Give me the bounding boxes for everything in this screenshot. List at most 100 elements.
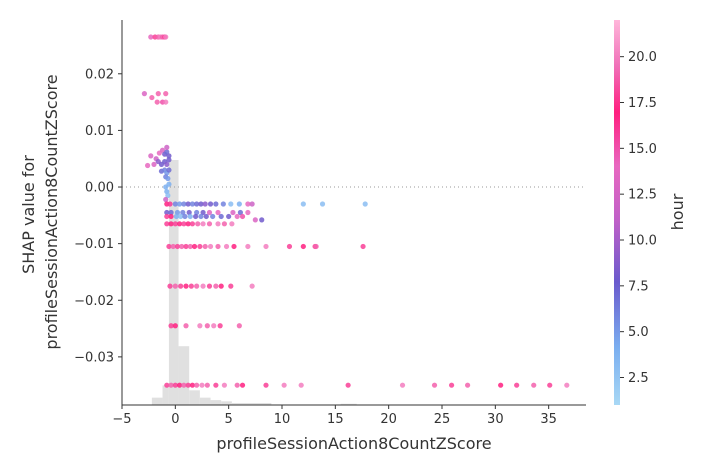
scatter-point — [193, 213, 199, 220]
scatter-point — [200, 283, 206, 289]
scatter-point — [198, 213, 204, 220]
scatter-point — [148, 34, 154, 40]
scatter-point — [183, 243, 189, 250]
scatter-point — [168, 213, 174, 220]
scatter-point — [239, 213, 246, 220]
scatter-point — [263, 382, 269, 388]
scatter-point — [223, 243, 230, 250]
scatter-point — [166, 167, 172, 173]
scatter-point — [249, 283, 255, 289]
scatter-point — [170, 243, 176, 250]
scatter-point — [263, 243, 269, 250]
scatter-point — [189, 201, 195, 207]
scatter-point — [194, 382, 200, 388]
scatter-point — [172, 283, 178, 289]
scatter-point — [177, 201, 183, 207]
scatter-point — [498, 382, 504, 388]
scatter-point — [206, 221, 213, 227]
scatter-point — [179, 243, 185, 250]
scatter-point — [180, 209, 186, 216]
scatter-point — [236, 323, 242, 329]
scatter-point — [187, 213, 193, 220]
colorbar-tick-label: 12.5 — [628, 188, 657, 203]
histogram-bar — [340, 403, 357, 405]
scatter-point — [202, 243, 208, 250]
scatter-point — [168, 221, 174, 227]
y-axis-title-line1: SHAP value for — [19, 155, 38, 274]
scatter-point — [164, 382, 170, 388]
scatter-point — [188, 283, 194, 289]
scatter-point — [204, 382, 210, 388]
colorbar-tick-label: 15.0 — [628, 142, 657, 157]
scatter-point — [149, 94, 155, 101]
scatter-point — [259, 217, 265, 223]
scatter-point — [177, 382, 183, 388]
histogram-bar — [151, 397, 163, 405]
scatter-point — [230, 209, 236, 216]
scatter-point — [145, 162, 151, 169]
y-axis-ticks: 0.02 0.01 0.00 −0.01 −0.02 −0.03 — [74, 67, 122, 365]
y-tick-label: 0.02 — [85, 67, 114, 82]
scatter-point — [165, 192, 171, 199]
scatter-point — [202, 201, 208, 207]
scatter-point — [215, 221, 221, 227]
scatter-point — [252, 217, 258, 223]
scatter-point — [236, 201, 242, 207]
scatter-point — [155, 91, 161, 97]
scatter-point — [168, 323, 174, 329]
histogram-bar — [168, 160, 179, 405]
histogram-bar — [221, 401, 232, 405]
y-tick-label: −0.01 — [74, 237, 114, 252]
scatter-point — [203, 213, 209, 220]
scatter-point — [185, 382, 191, 388]
scatter-point — [319, 201, 326, 207]
colorbar-title: hour — [668, 193, 687, 230]
scatter-point — [531, 382, 537, 388]
histogram-bar — [199, 397, 211, 405]
scatter-point — [218, 213, 224, 220]
scatter-point — [164, 161, 170, 167]
scatter-point — [228, 201, 234, 207]
scatter-point — [163, 91, 169, 97]
scatter-point — [166, 243, 172, 250]
scatter-point — [220, 201, 226, 207]
scatter-point — [564, 382, 570, 388]
scatter-point — [226, 213, 232, 220]
scatter-point — [207, 201, 214, 207]
scatter-point — [187, 243, 193, 250]
scatter-point — [164, 213, 170, 220]
scatter-point — [172, 382, 178, 388]
scatter-point — [206, 283, 213, 289]
scatter-point — [159, 147, 166, 153]
scatter-point — [245, 209, 251, 216]
y-tick-label: −0.03 — [74, 350, 114, 365]
scatter-point — [181, 221, 187, 227]
scatter-point — [185, 201, 191, 207]
scatter-point — [547, 382, 553, 388]
scatter-point — [431, 382, 438, 388]
scatter-point — [245, 201, 251, 207]
scatter-point — [178, 213, 184, 220]
histogram-layer — [151, 160, 357, 405]
scatter-point — [185, 221, 191, 227]
scatter-point — [168, 209, 174, 216]
scatter-point — [164, 188, 170, 195]
x-axis-ticks: −5 0 5 10 15 20 25 30 35 — [112, 405, 557, 427]
colorbar-tick-label: 17.5 — [628, 96, 657, 111]
scatter-point — [215, 209, 221, 216]
scatter-point — [198, 201, 204, 207]
x-tick-label: 0 — [171, 412, 179, 427]
scatter-point — [221, 382, 227, 388]
scatter-point — [178, 283, 184, 289]
colorbar-tick-label: 5.0 — [628, 325, 649, 340]
scatter-point — [164, 209, 170, 216]
scatter-point — [195, 221, 201, 227]
scatter-point — [166, 181, 172, 187]
scatter-point — [249, 201, 255, 207]
scatter-point — [167, 283, 173, 289]
scatter-point — [172, 323, 178, 329]
scatter-point — [213, 201, 219, 207]
scatter-points — [141, 34, 570, 388]
scatter-point — [154, 99, 160, 105]
x-tick-label: 20 — [380, 412, 397, 427]
